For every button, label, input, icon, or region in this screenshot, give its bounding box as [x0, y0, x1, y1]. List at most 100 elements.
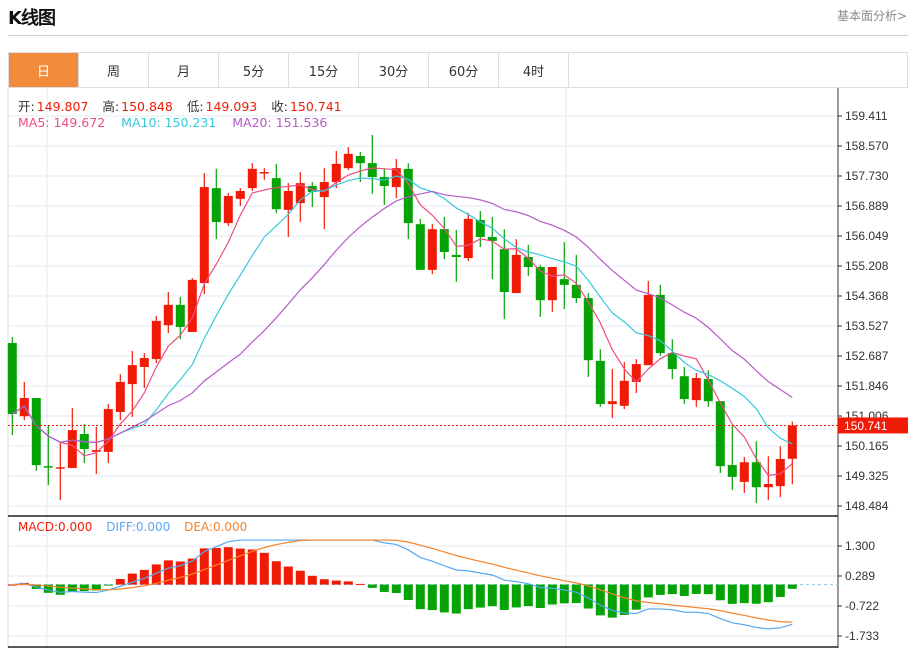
tab-60min[interactable]: 60分 — [429, 53, 499, 87]
candle-down — [379, 177, 389, 186]
candle-down — [499, 249, 509, 292]
macd-bar — [787, 584, 797, 589]
macd-bar — [139, 569, 149, 585]
candle-down — [727, 465, 737, 477]
macd-bar — [115, 579, 125, 585]
macd-bar — [43, 584, 53, 593]
macd-bar — [511, 584, 521, 608]
tab-30min[interactable]: 30分 — [359, 53, 429, 87]
macd-bar — [223, 547, 233, 585]
macd-bar — [691, 584, 701, 594]
macd-bar — [667, 584, 677, 595]
macd-bar — [367, 584, 377, 588]
dea-value: DEA:0.000 — [184, 520, 248, 534]
candle-down — [583, 298, 593, 361]
candle-down — [559, 279, 569, 285]
ma10-value: MA10: 150.231 — [121, 115, 217, 130]
tab-5min[interactable]: 5分 — [219, 53, 289, 87]
tab-week[interactable]: 周 — [79, 53, 149, 87]
tab-month[interactable]: 月 — [149, 53, 219, 87]
ma20-line — [11, 190, 793, 444]
current-price-label: 150.741 — [844, 419, 888, 433]
candle-down — [271, 178, 281, 210]
tab-day[interactable]: 日 — [9, 53, 79, 87]
candle-up — [739, 462, 749, 482]
macd-bar — [595, 584, 605, 616]
macd-value: MACD:0.000 — [18, 520, 93, 534]
candle-down — [487, 237, 497, 241]
macd-tick-label: 0.289 — [845, 569, 875, 583]
candle-up — [547, 267, 557, 301]
candle-down — [175, 304, 185, 327]
macd-bar — [211, 547, 221, 585]
macd-bar — [763, 584, 773, 603]
ma10-line — [11, 175, 793, 445]
candle-down — [751, 462, 761, 488]
candle-down — [667, 353, 677, 370]
candle-down — [43, 466, 53, 468]
candle-up — [259, 172, 269, 174]
close-label: 收: — [271, 99, 288, 114]
tab-15min[interactable]: 15分 — [289, 53, 359, 87]
macd-bar — [379, 584, 389, 592]
macd-bar — [571, 584, 581, 604]
ma5-line — [11, 167, 793, 476]
candle-up — [775, 459, 785, 487]
macd-bar — [487, 584, 497, 607]
candle-down — [571, 284, 581, 299]
candle-up — [187, 279, 197, 332]
macd-bar — [187, 558, 197, 585]
candle-up — [607, 401, 617, 405]
macd-bar — [355, 583, 365, 585]
price-tick-label: 150.165 — [845, 439, 889, 453]
candle-up — [343, 153, 353, 169]
macd-tick-label: -1.733 — [845, 629, 879, 643]
page-title: K线图 — [8, 8, 56, 29]
candle-up — [319, 182, 329, 198]
macd-bar — [79, 584, 89, 592]
macd-bar — [259, 552, 269, 585]
macd-bar — [439, 584, 449, 613]
diff-line — [12, 539, 793, 630]
price-tick-label: 159.411 — [845, 109, 888, 123]
macd-bar — [247, 549, 257, 585]
candle-up — [55, 467, 65, 469]
ma5-value: MA5: 149.672 — [18, 115, 106, 130]
ma20-value: MA20: 151.536 — [232, 115, 328, 130]
macd-bar — [295, 570, 305, 585]
diff-value: DIFF:0.000 — [106, 520, 171, 534]
macd-bar — [427, 584, 437, 611]
macd-bar — [679, 584, 689, 596]
macd-bar — [343, 581, 353, 585]
tab-4hour[interactable]: 4时 — [499, 53, 569, 87]
fundamental-analysis-link[interactable]: 基本面分析> — [836, 9, 907, 23]
candle-down — [703, 379, 713, 402]
price-tick-label: 148.484 — [845, 499, 889, 513]
candle-up — [139, 358, 149, 367]
price-tick-label: 155.208 — [845, 259, 889, 273]
candle-up — [427, 229, 437, 270]
price-tick-label: 151.846 — [845, 379, 889, 393]
macd-tick-label: -0.722 — [845, 599, 879, 613]
candle-up — [331, 163, 341, 183]
candle-down — [475, 219, 485, 238]
macd-bar — [55, 584, 65, 595]
macd-bar — [715, 584, 725, 601]
macd-bar — [151, 564, 161, 585]
price-tick-label: 149.325 — [845, 469, 889, 483]
macd-bar — [559, 584, 569, 604]
macd-bar — [331, 580, 341, 585]
candle-down — [715, 401, 725, 467]
macd-bar — [391, 584, 401, 594]
candle-up — [691, 378, 701, 401]
high-label: 高: — [102, 99, 120, 114]
candle-up — [91, 450, 101, 452]
candle-up — [787, 425, 797, 459]
macd-bar — [271, 561, 281, 585]
macd-bar — [451, 584, 461, 614]
price-tick-label: 158.570 — [845, 139, 889, 153]
macd-bar — [199, 548, 209, 585]
candle-up — [763, 484, 773, 488]
period-tabs: 日 周 月 5分 15分 30分 60分 4时 — [8, 52, 908, 88]
